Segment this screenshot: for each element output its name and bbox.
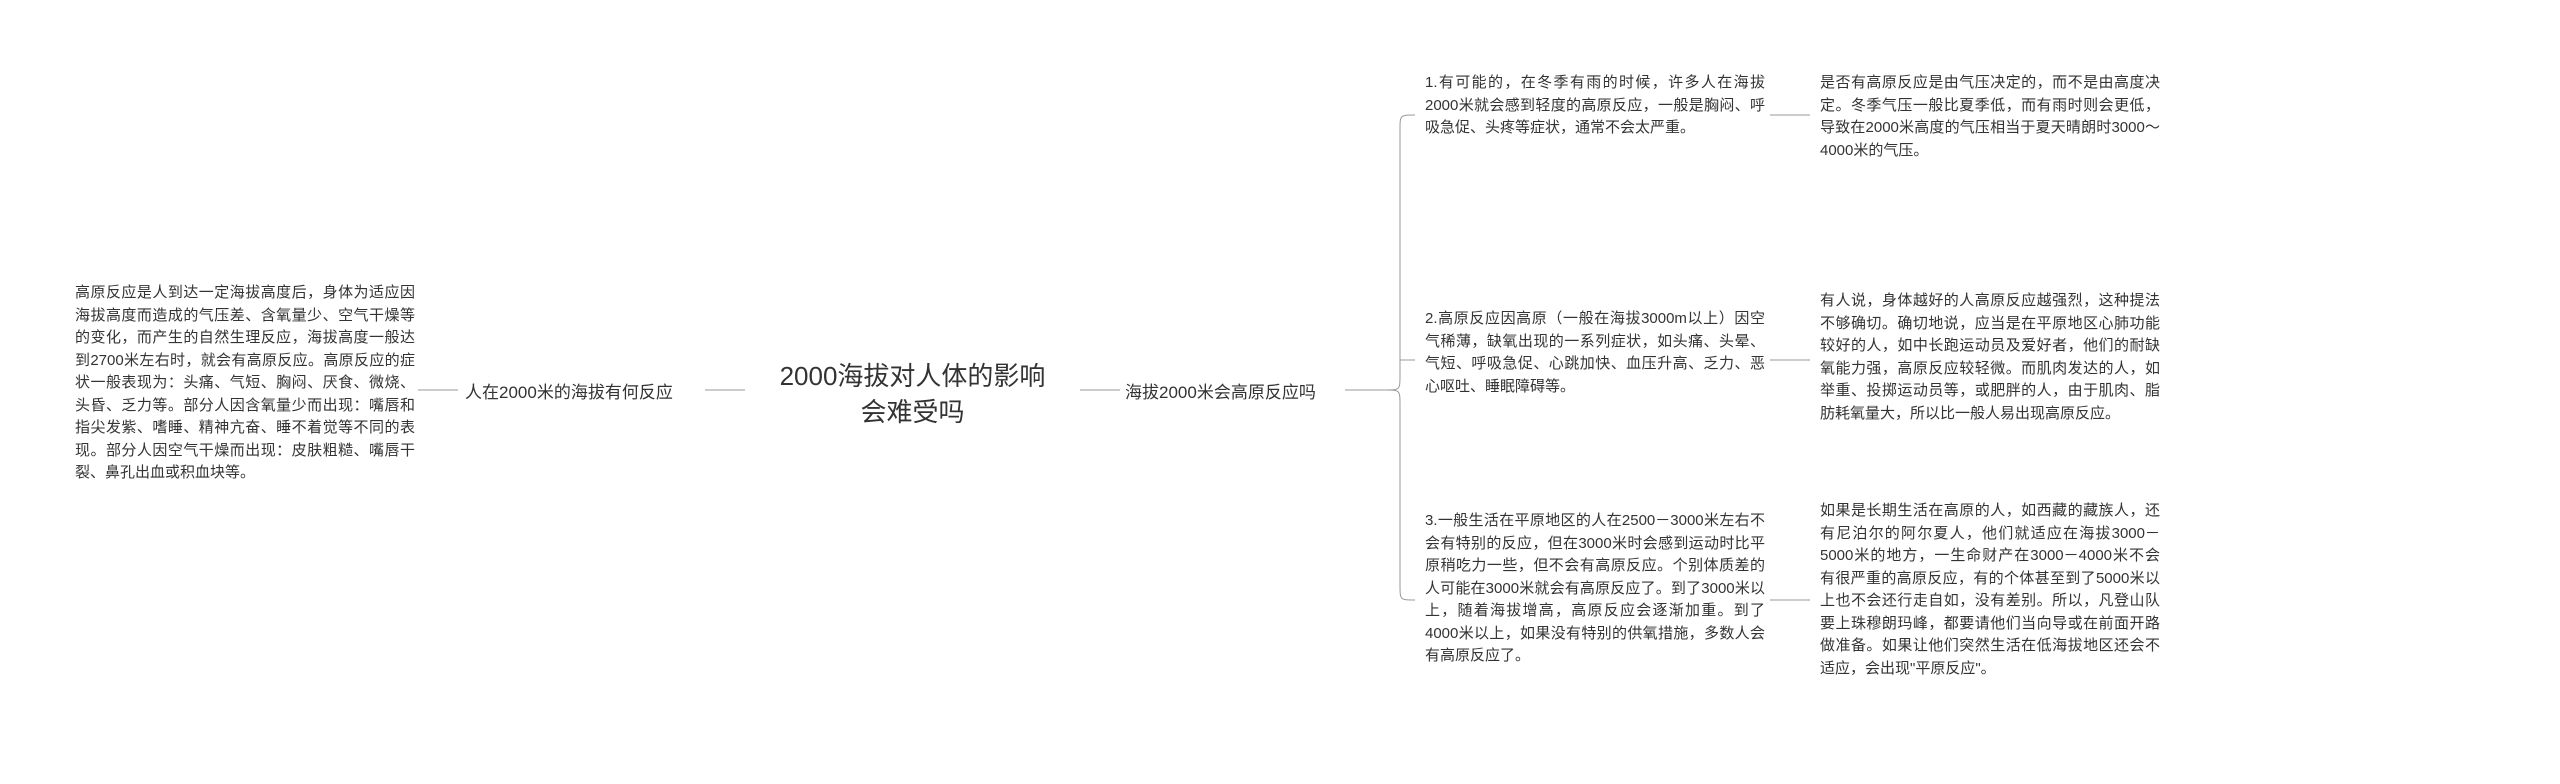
right-branch-label: 海拔2000米会高原反应吗 — [1125, 380, 1316, 406]
left-branch-label: 人在2000米的海拔有何反应 — [465, 380, 673, 406]
right-item-1-summary: 1.有可能的，在冬季有雨的时候，许多人在海拔2000米就会感到轻度的高原反应，一… — [1425, 72, 1765, 140]
left-content: 高原反应是人到达一定海拔高度后，身体为适应因海拔高度而造成的气压差、含氧量少、空… — [75, 282, 415, 485]
right-item-2-detail: 有人说，身体越好的人高原反应越强烈，这种提法不够确切。确切地说，应当是在平原地区… — [1820, 290, 2160, 425]
right-item-3-summary: 3.一般生活在平原地区的人在2500－3000米左右不会有特别的反应，但在300… — [1425, 510, 1765, 668]
right-item-2-summary: 2.高原反应因高原（一般在海拔3000m以上）因空气稀薄，缺氧出现的一系列症状，… — [1425, 308, 1765, 398]
center-title-line1: 2000海拔对人体的影响 — [750, 358, 1075, 394]
center-title-line2: 会难受吗 — [750, 394, 1075, 430]
right-item-3-detail: 如果是长期生活在高原的人，如西藏的藏族人，还有尼泊尔的阿尔夏人，他们就适应在海拔… — [1820, 500, 2160, 680]
center-title: 2000海拔对人体的影响 会难受吗 — [750, 358, 1075, 431]
right-item-1-detail: 是否有高原反应是由气压决定的，而不是由高度决定。冬季气压一般比夏季低，而有雨时则… — [1820, 72, 2160, 162]
